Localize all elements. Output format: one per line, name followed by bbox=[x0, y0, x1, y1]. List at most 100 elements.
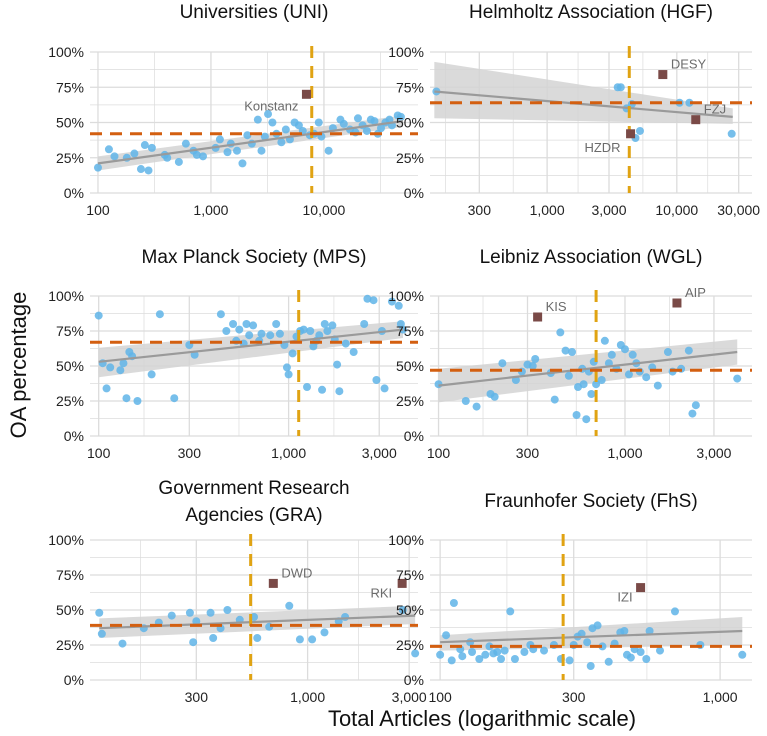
panel-6: IZI Fraunhofer Society (FhS) 0% 25% 50% 75% 10… bbox=[388, 491, 752, 705]
data-point bbox=[561, 346, 570, 355]
data-point bbox=[586, 662, 595, 670]
y-tick-label: 25% bbox=[56, 150, 84, 166]
data-point bbox=[163, 153, 172, 162]
data-point bbox=[636, 648, 645, 656]
regression-line bbox=[434, 90, 733, 118]
highlight-label: IZI bbox=[617, 590, 632, 605]
data-point bbox=[147, 370, 156, 379]
data-point bbox=[369, 296, 378, 305]
data-point bbox=[475, 655, 484, 663]
y-tick-label: 75% bbox=[56, 79, 84, 95]
x-tick-label: 1,000 bbox=[271, 445, 306, 461]
highlighted-point bbox=[626, 129, 636, 139]
y-tick-label: 75% bbox=[396, 567, 424, 583]
data-point bbox=[118, 639, 127, 648]
data-point bbox=[266, 331, 275, 340]
highlight-label: FZJ bbox=[704, 102, 726, 117]
data-point bbox=[264, 110, 273, 119]
data-point bbox=[458, 652, 467, 661]
highlight-label: HZDR bbox=[584, 140, 620, 155]
x-tick-label: 3,000 bbox=[362, 445, 397, 461]
data-point bbox=[306, 327, 315, 335]
data-point bbox=[333, 360, 342, 369]
x-tick-label: 300 bbox=[468, 202, 492, 218]
data-point bbox=[284, 370, 293, 379]
y-tick-label: 75% bbox=[56, 323, 84, 339]
data-point bbox=[242, 320, 251, 328]
highlighted-point bbox=[691, 115, 701, 125]
data-point bbox=[394, 301, 403, 310]
data-point bbox=[324, 146, 333, 155]
data-point bbox=[140, 141, 149, 150]
data-point bbox=[604, 657, 613, 666]
y-tick-label: 100% bbox=[388, 44, 424, 60]
data-point bbox=[294, 121, 303, 130]
data-point bbox=[222, 327, 231, 335]
data-point bbox=[110, 152, 119, 161]
x-tick-label: 10,000 bbox=[655, 202, 698, 218]
data-point bbox=[167, 611, 176, 620]
y-tick-label: 0% bbox=[64, 672, 84, 688]
y-tick-label: 75% bbox=[396, 79, 424, 95]
highlighted-point bbox=[301, 89, 311, 99]
data-point bbox=[282, 363, 291, 372]
data-point bbox=[232, 146, 241, 155]
data-point bbox=[468, 648, 477, 656]
y-tick-label: 100% bbox=[48, 288, 84, 304]
data-point bbox=[556, 328, 565, 337]
data-point bbox=[104, 145, 113, 154]
data-point bbox=[442, 631, 451, 640]
x-tick-label: 1,000 bbox=[703, 689, 738, 705]
y-tick-label: 75% bbox=[56, 567, 84, 583]
data-point bbox=[506, 607, 515, 616]
data-point bbox=[349, 348, 358, 356]
data-point bbox=[663, 348, 672, 356]
highlighted-point bbox=[397, 578, 407, 588]
data-point bbox=[461, 397, 470, 405]
data-point bbox=[398, 606, 407, 614]
data-point bbox=[691, 401, 700, 410]
data-point bbox=[272, 320, 281, 328]
data-point bbox=[341, 339, 350, 348]
data-point bbox=[597, 376, 606, 384]
highlighted-point bbox=[533, 312, 543, 322]
highlight-label: Konstanz bbox=[244, 98, 298, 113]
highlighted-point bbox=[636, 583, 646, 593]
panel-3: Max Planck Society (MPS) 0% 25% 50% 75% 100% 1… bbox=[48, 247, 418, 461]
data-point bbox=[411, 649, 420, 658]
data-point bbox=[216, 310, 225, 319]
data-point bbox=[303, 383, 312, 391]
data-point bbox=[370, 117, 379, 126]
data-point bbox=[119, 359, 128, 368]
data-point bbox=[616, 83, 625, 92]
y-tick-label: 100% bbox=[388, 532, 424, 548]
regression-line bbox=[98, 328, 404, 363]
data-point bbox=[223, 148, 232, 157]
panel-title: Max Planck Society (MPS) bbox=[142, 247, 367, 268]
data-point bbox=[733, 374, 742, 383]
panel-title: Agencies (GRA) bbox=[185, 505, 322, 526]
data-point bbox=[587, 390, 596, 398]
data-point bbox=[579, 380, 588, 389]
highlight-label: RKI bbox=[370, 585, 392, 600]
data-point bbox=[363, 294, 372, 303]
confidence-band bbox=[434, 61, 733, 124]
data-point bbox=[387, 297, 396, 306]
highlight-label: DESY bbox=[671, 57, 707, 72]
x-tick-label: 300 bbox=[516, 445, 540, 461]
x-tick-label: 30,000 bbox=[717, 202, 760, 218]
data-point bbox=[102, 384, 111, 393]
panel-title: Government Research bbox=[158, 478, 349, 499]
panel-title: Leibniz Association (WGL) bbox=[480, 247, 703, 268]
data-point bbox=[598, 642, 607, 651]
regression-line bbox=[97, 120, 404, 165]
data-point bbox=[277, 138, 286, 147]
data-point bbox=[531, 355, 540, 363]
data-point bbox=[320, 320, 329, 328]
y-tick-label: 50% bbox=[56, 602, 84, 618]
data-point bbox=[528, 362, 537, 370]
data-point bbox=[372, 376, 381, 384]
highlighted-point bbox=[268, 578, 278, 588]
data-point bbox=[670, 607, 679, 616]
y-tick-label: 0% bbox=[64, 185, 84, 201]
